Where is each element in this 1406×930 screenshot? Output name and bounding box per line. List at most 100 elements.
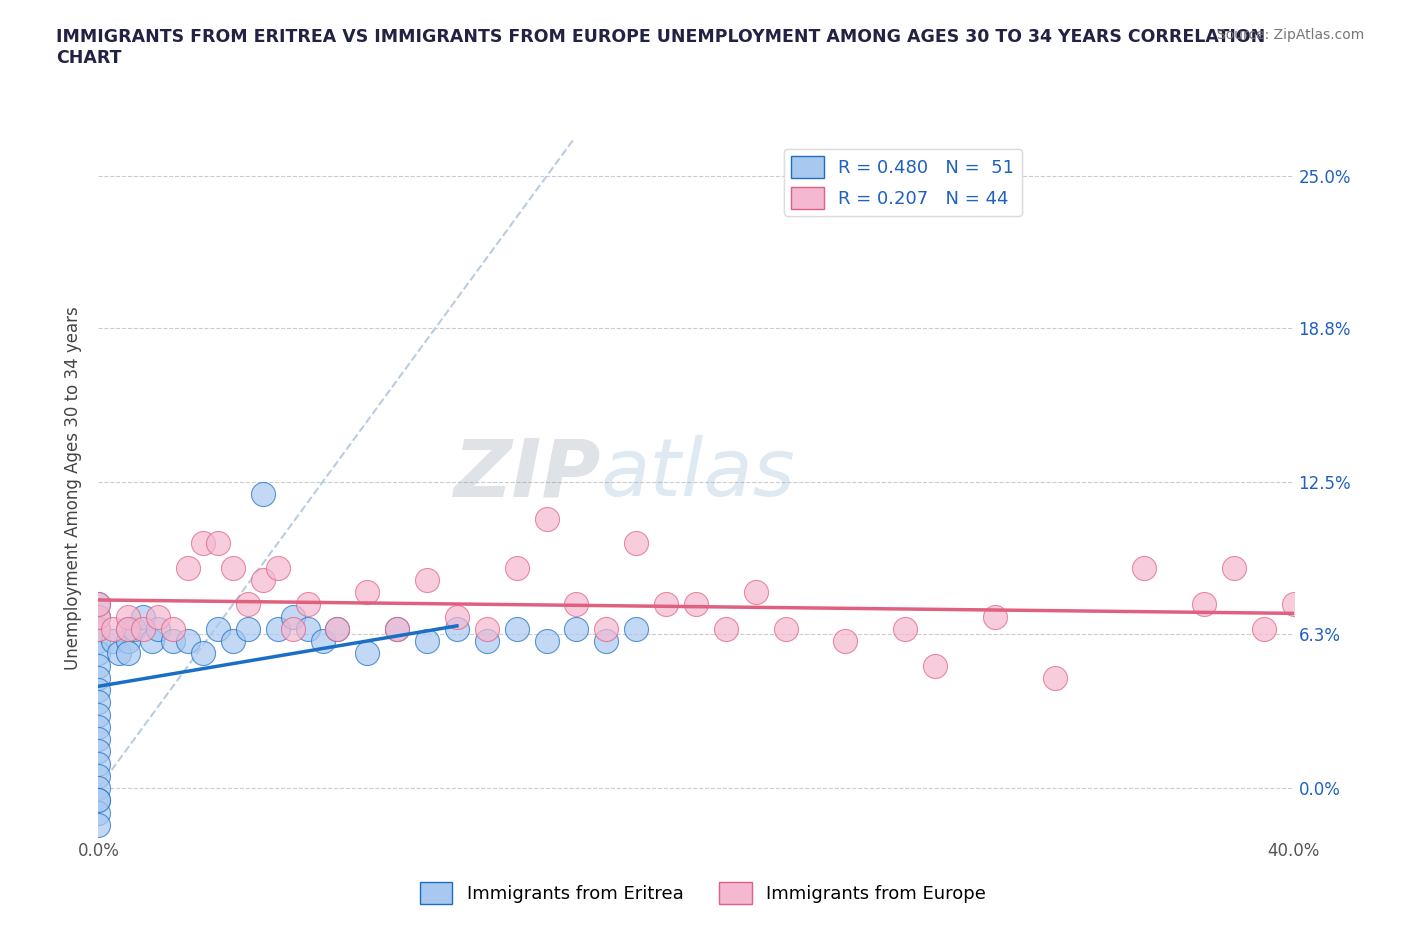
Point bbox=[87, 805, 110, 820]
Point bbox=[87, 720, 110, 735]
Point bbox=[117, 646, 139, 661]
Point bbox=[87, 695, 110, 710]
Point bbox=[148, 609, 170, 624]
Point bbox=[416, 633, 439, 648]
Point bbox=[267, 621, 290, 636]
Point bbox=[311, 633, 333, 648]
Point bbox=[132, 609, 155, 624]
Point bbox=[924, 658, 946, 673]
Point bbox=[222, 633, 245, 648]
Point bbox=[834, 633, 856, 648]
Point bbox=[297, 621, 319, 636]
Text: Source: ZipAtlas.com: Source: ZipAtlas.com bbox=[1216, 28, 1364, 42]
Point bbox=[236, 597, 259, 612]
Point bbox=[108, 646, 131, 661]
Point bbox=[87, 732, 110, 747]
Point bbox=[162, 633, 184, 648]
Point bbox=[1282, 597, 1305, 612]
Point bbox=[356, 646, 378, 661]
Point bbox=[281, 609, 304, 624]
Point bbox=[475, 621, 498, 636]
Point bbox=[87, 793, 110, 808]
Point bbox=[506, 561, 529, 576]
Point bbox=[595, 621, 617, 636]
Point bbox=[475, 633, 498, 648]
Point bbox=[267, 561, 290, 576]
Point bbox=[685, 597, 707, 612]
Point bbox=[124, 621, 146, 636]
Point bbox=[117, 609, 139, 624]
Point bbox=[87, 744, 110, 759]
Point bbox=[141, 633, 163, 648]
Point bbox=[1192, 597, 1215, 612]
Point bbox=[565, 621, 588, 636]
Point bbox=[207, 621, 229, 636]
Point bbox=[536, 512, 558, 526]
Point bbox=[446, 609, 468, 624]
Point bbox=[117, 621, 139, 636]
Point bbox=[162, 621, 184, 636]
Point bbox=[87, 658, 110, 673]
Point bbox=[626, 621, 648, 636]
Point bbox=[87, 633, 110, 648]
Point bbox=[148, 621, 170, 636]
Point bbox=[87, 768, 110, 783]
Point bbox=[117, 633, 139, 648]
Point bbox=[565, 597, 588, 612]
Point bbox=[506, 621, 529, 636]
Point bbox=[297, 597, 319, 612]
Point bbox=[87, 683, 110, 698]
Point bbox=[714, 621, 737, 636]
Point bbox=[1253, 621, 1275, 636]
Point bbox=[191, 536, 214, 551]
Point bbox=[281, 621, 304, 636]
Point bbox=[87, 793, 110, 808]
Legend: R = 0.480   N =  51, R = 0.207   N = 44: R = 0.480 N = 51, R = 0.207 N = 44 bbox=[785, 149, 1022, 216]
Point bbox=[252, 487, 274, 502]
Point bbox=[984, 609, 1007, 624]
Point bbox=[222, 561, 245, 576]
Legend: Immigrants from Eritrea, Immigrants from Europe: Immigrants from Eritrea, Immigrants from… bbox=[412, 875, 994, 911]
Point bbox=[1223, 561, 1246, 576]
Point bbox=[87, 609, 110, 624]
Point bbox=[87, 817, 110, 832]
Point bbox=[252, 573, 274, 588]
Point bbox=[87, 597, 110, 612]
Point bbox=[177, 633, 200, 648]
Point bbox=[87, 597, 110, 612]
Point bbox=[177, 561, 200, 576]
Point bbox=[132, 621, 155, 636]
Point bbox=[416, 573, 439, 588]
Point bbox=[894, 621, 917, 636]
Point bbox=[87, 646, 110, 661]
Point bbox=[655, 597, 678, 612]
Point bbox=[775, 621, 797, 636]
Point bbox=[536, 633, 558, 648]
Point bbox=[356, 585, 378, 600]
Point bbox=[326, 621, 349, 636]
Point bbox=[595, 633, 617, 648]
Text: atlas: atlas bbox=[600, 435, 796, 513]
Y-axis label: Unemployment Among Ages 30 to 34 years: Unemployment Among Ages 30 to 34 years bbox=[65, 306, 83, 671]
Point bbox=[1133, 561, 1156, 576]
Point bbox=[326, 621, 349, 636]
Point bbox=[626, 536, 648, 551]
Point bbox=[117, 621, 139, 636]
Point bbox=[446, 621, 468, 636]
Point bbox=[745, 585, 768, 600]
Point bbox=[385, 621, 409, 636]
Point bbox=[191, 646, 214, 661]
Point bbox=[87, 609, 110, 624]
Point bbox=[87, 707, 110, 722]
Point bbox=[1043, 671, 1066, 685]
Point bbox=[87, 756, 110, 771]
Point bbox=[87, 621, 110, 636]
Text: ZIP: ZIP bbox=[453, 435, 600, 513]
Point bbox=[87, 671, 110, 685]
Point bbox=[385, 621, 409, 636]
Point bbox=[87, 780, 110, 795]
Text: IMMIGRANTS FROM ERITREA VS IMMIGRANTS FROM EUROPE UNEMPLOYMENT AMONG AGES 30 TO : IMMIGRANTS FROM ERITREA VS IMMIGRANTS FR… bbox=[56, 28, 1265, 67]
Point bbox=[103, 633, 125, 648]
Point bbox=[236, 621, 259, 636]
Point bbox=[103, 621, 125, 636]
